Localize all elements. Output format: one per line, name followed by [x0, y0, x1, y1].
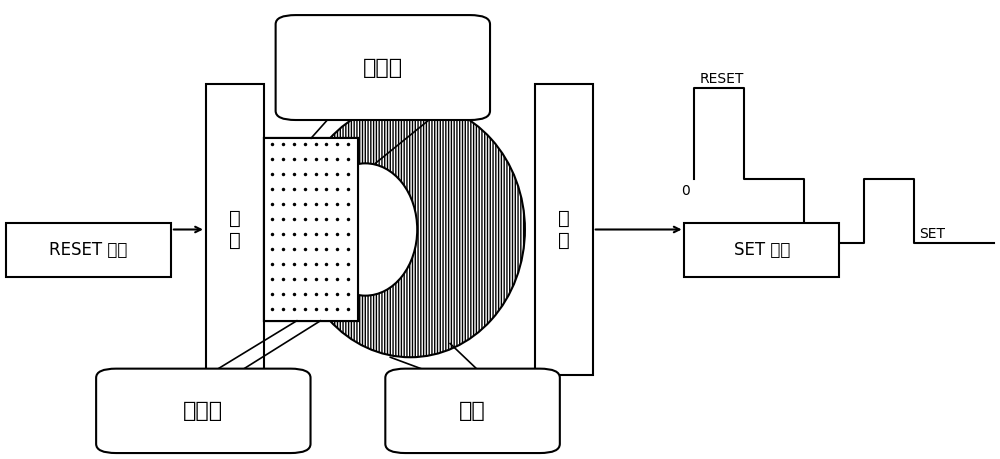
Text: 加热器: 加热器	[363, 57, 403, 78]
Text: 0: 0	[681, 184, 689, 198]
Text: SET: SET	[919, 227, 945, 241]
Text: SET 脉冲: SET 脉冲	[734, 241, 790, 259]
FancyBboxPatch shape	[206, 84, 264, 375]
FancyBboxPatch shape	[96, 369, 311, 453]
Text: 晶态: 晶态	[459, 401, 486, 421]
Text: 电
极: 电 极	[229, 209, 241, 250]
Text: 电
极: 电 极	[558, 209, 570, 250]
FancyBboxPatch shape	[264, 138, 358, 321]
Text: RESET 脉冲: RESET 脉冲	[49, 241, 128, 259]
FancyBboxPatch shape	[6, 223, 171, 277]
Text: 非晶态: 非晶态	[183, 401, 223, 421]
FancyBboxPatch shape	[276, 15, 490, 120]
Ellipse shape	[296, 102, 525, 357]
Text: RESET: RESET	[699, 72, 744, 86]
FancyBboxPatch shape	[535, 84, 593, 375]
FancyBboxPatch shape	[684, 223, 839, 277]
Ellipse shape	[314, 163, 417, 296]
FancyBboxPatch shape	[385, 369, 560, 453]
FancyBboxPatch shape	[264, 138, 358, 321]
